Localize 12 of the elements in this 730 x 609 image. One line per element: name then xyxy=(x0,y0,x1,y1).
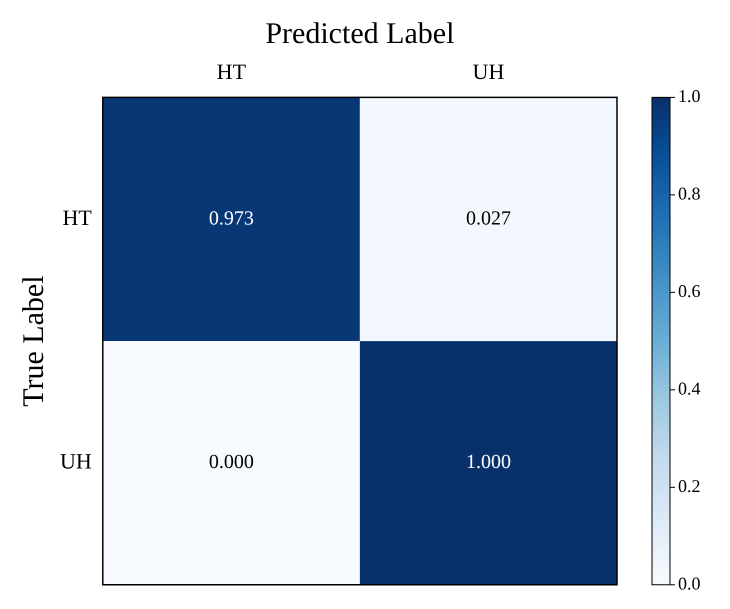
color-bar-label: 0.8 xyxy=(678,184,700,204)
color-bar-label: 0.6 xyxy=(678,281,700,302)
data-label: 0.973 xyxy=(208,208,254,230)
color-bar-label: 1.0 xyxy=(678,86,700,106)
x-axis-title: Predicted Label xyxy=(265,16,454,50)
color-bar-label: 0.4 xyxy=(678,378,700,399)
data-label: 0.000 xyxy=(208,451,254,474)
color-bar-label: 0.2 xyxy=(678,476,700,496)
data-label: 0.027 xyxy=(466,208,511,230)
color-bar-label: 0.0 xyxy=(678,574,700,594)
data-label: 1.000 xyxy=(466,451,511,474)
y-axis-title: True Label xyxy=(16,275,50,407)
